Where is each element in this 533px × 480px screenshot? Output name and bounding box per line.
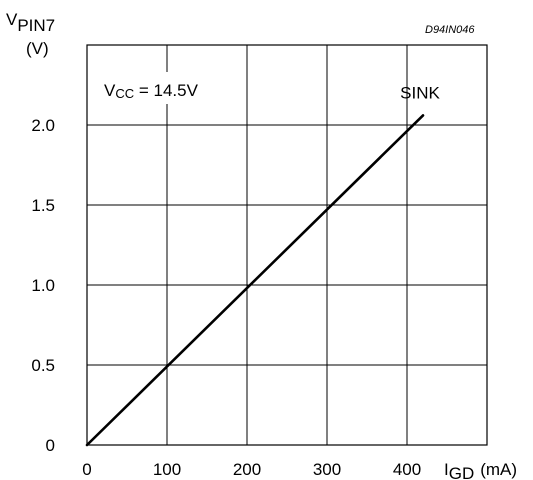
series-label: SINK [400,83,440,102]
y-axis-label: VPIN7 [6,10,55,35]
y-tick-label: 0.5 [31,356,55,375]
x-tick-label: 0 [82,460,91,479]
x-axis-label: IGD (mA) [444,460,517,480]
x-tick-label: 200 [233,460,261,479]
tick-labels: 0 100 200 300 400 0 0.5 1.0 1.5 2.0 [31,116,421,479]
y-axis-unit: (V) [26,39,49,58]
x-tick-label: 100 [153,460,181,479]
series: SINK [85,83,440,447]
grid [87,45,487,445]
y-tick-label: 2.0 [31,116,55,135]
x-tick-label: 300 [313,460,341,479]
x-tick-label: 400 [393,460,421,479]
y-tick-label: 0 [46,436,55,455]
series-line [85,114,425,447]
y-tick-label: 1.5 [31,196,55,215]
figure-code: D94IN046 [425,24,475,36]
vcc-annotation: VCC = 14.5V [104,81,199,101]
annotation-background [96,72,246,104]
plot-frame [86,44,488,446]
y-tick-label: 1.0 [31,276,55,295]
